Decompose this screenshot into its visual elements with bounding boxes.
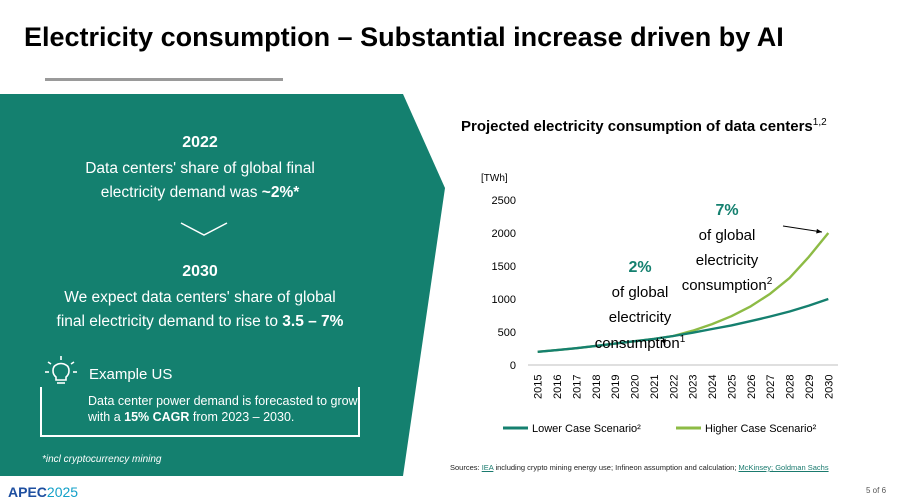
annotation-line: electricity [696,252,759,269]
y-tick-label: 1000 [492,294,516,306]
x-tick-label: 2018 [591,375,603,399]
panel-text-2030-line2: final electricity demand to rise to 3.5 … [56,313,344,330]
y-tick-label: 500 [498,327,516,339]
x-tick-label: 2016 [552,375,564,399]
panel-text-2022-line1: Data centers' share of global final [85,160,315,177]
x-tick-label: 2023 [688,375,700,399]
source-link-mckinsey-goldman[interactable]: McKinsey; Goldman Sachs [738,463,829,472]
example-us-label: Example US [89,366,173,383]
y-axis-label: [TWh] [481,173,508,184]
x-tick-label: 2022 [668,375,680,399]
panel-text-2030-line1: We expect data centers' share of global [64,289,336,306]
x-tick-label: 2029 [804,375,816,399]
panel-text-2022-line2: electricity demand was ~2%* [100,184,300,201]
x-tick-label: 2024 [707,375,719,399]
chevron-down-icon [180,222,228,236]
sources-note: Sources: IEA including crypto mining ene… [450,463,829,472]
page-number: 5 of 6 [866,486,887,495]
source-link-iea[interactable]: IEA [481,463,494,472]
legend-label: Lower Case Scenario² [532,423,641,435]
apec-logo: APEC2025 [8,484,79,500]
x-tick-label: 2027 [765,375,777,399]
x-tick-label: 2020 [630,375,642,399]
example-text: Data center power demand is forecasted t… [88,394,358,424]
annotation-line: of global [699,227,756,244]
panel-year-2030: 2030 [182,263,218,280]
footnote: *incl cryptocurrency mining [42,454,162,465]
legend-label: Higher Case Scenario² [705,423,817,435]
y-tick-label: 0 [510,360,516,372]
annotation-line: of global [612,284,669,301]
title-underline [45,78,283,81]
lightbulb-icon [45,356,77,384]
annotation-line: electricity [609,309,672,326]
annotation-percent: 2% [628,259,651,276]
annotation-arrowhead [816,228,822,234]
annotation-line: consumption2 [682,276,773,294]
panel-text-2030: We expect data centers' share of global … [0,286,400,334]
example-box [40,387,360,437]
annotation-line: consumption1 [595,334,686,352]
x-tick-label: 2019 [610,375,622,399]
x-tick-label: 2030 [823,375,835,399]
panel-year-2022: 2022 [182,134,218,151]
chart-title: Projected electricity consumption of dat… [461,117,827,135]
series-line-lower-case [537,297,829,353]
annotation-arrowhead [661,339,666,345]
x-tick-label: 2026 [746,375,758,399]
y-tick-label: 1500 [492,261,516,273]
x-tick-label: 2028 [785,375,797,399]
y-tick-label: 2500 [492,195,516,207]
x-tick-label: 2021 [649,375,661,399]
slide-title: Electricity consumption – Substantial in… [24,22,784,52]
teal-arrow-panel [0,94,445,476]
y-tick-label: 2000 [492,228,516,240]
x-tick-label: 2017 [571,375,583,399]
x-tick-label: 2025 [726,375,738,399]
x-tick-label: 2015 [533,375,545,399]
annotation-arrow [782,225,823,233]
panel-text-2022: Data centers' share of global final elec… [0,157,400,205]
annotation-percent: 7% [715,202,738,219]
